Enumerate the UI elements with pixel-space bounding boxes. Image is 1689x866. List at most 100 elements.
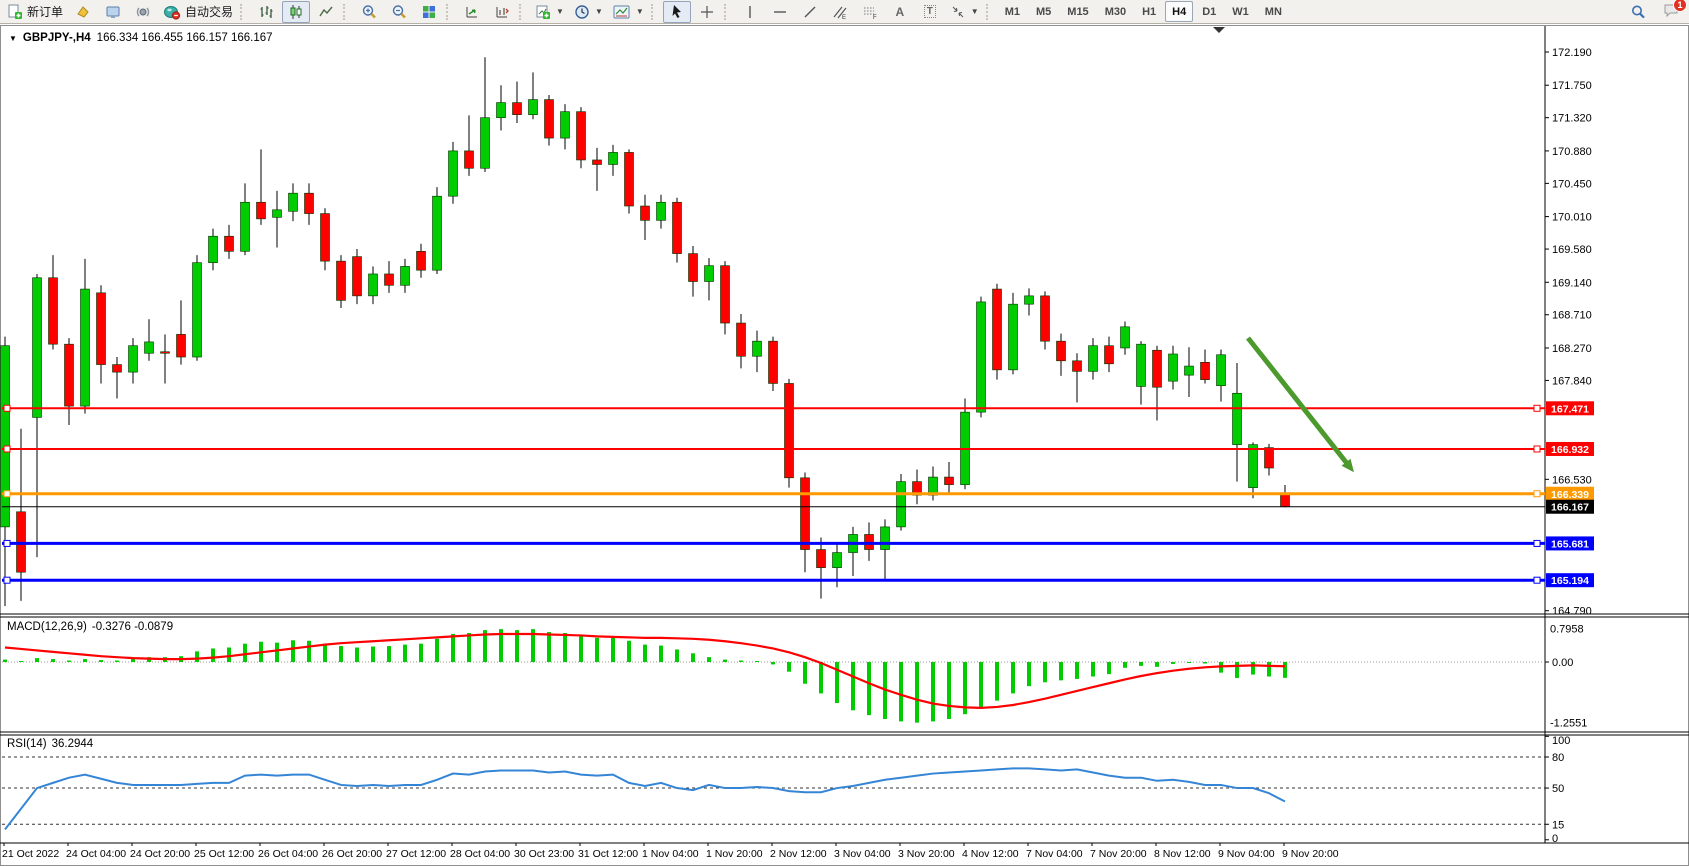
timeframe-button-H4[interactable]: H4: [1165, 1, 1194, 22]
line-handle[interactable]: [3, 490, 11, 498]
tile-windows-button[interactable]: [415, 1, 443, 23]
zoom-in-button[interactable]: [355, 1, 383, 23]
candle-body: [1216, 354, 1226, 387]
timeframe-button-M5[interactable]: M5: [1036, 5, 1052, 18]
macd-histogram-bar: [675, 649, 679, 662]
horizontal-line-tool-button[interactable]: [766, 1, 794, 23]
price-tick-label: 166.530: [1552, 474, 1592, 486]
candle-body: [304, 192, 314, 214]
fibonacci-tool-button[interactable]: F: [856, 1, 884, 23]
price-tick-label: 170.450: [1552, 178, 1592, 190]
toolbar-grip: [446, 3, 453, 20]
search-icon: [1630, 4, 1646, 20]
time-axis-label: 4 Nov 12:00: [962, 848, 1019, 860]
line-handle[interactable]: [1533, 576, 1541, 584]
svg-text:E: E: [842, 15, 846, 20]
crosshair-tool-button[interactable]: [693, 1, 721, 23]
candle-body: [1056, 340, 1066, 362]
price-tick-label: 168.270: [1552, 343, 1592, 355]
timeframe-button-M1[interactable]: M1: [1004, 5, 1020, 18]
vertical-line-tool-button[interactable]: [736, 1, 764, 23]
timeframe-button-D1[interactable]: D1: [1202, 5, 1217, 18]
arrows-tool-button[interactable]: ▼: [946, 1, 983, 23]
bar-chart-mode-button[interactable]: [252, 1, 280, 23]
macd-histogram-bar: [531, 629, 535, 662]
candle-body: [176, 334, 186, 358]
periods-button[interactable]: ▼: [570, 1, 607, 23]
macd-histogram-bar: [819, 662, 823, 694]
symbol-period-label: GBPJPY-,H4: [22, 32, 91, 44]
line-handle[interactable]: [1533, 490, 1541, 498]
timeframe-button-MN[interactable]: MN: [1264, 5, 1282, 18]
macd-histogram-bar: [339, 646, 343, 662]
price-badge-label: 166.167: [1551, 502, 1589, 514]
rsi-axis-label: 50: [1552, 783, 1564, 795]
cursor-icon: [670, 4, 684, 19]
line-handle[interactable]: [3, 445, 11, 453]
time-axis-label: 2 Nov 12:00: [770, 848, 827, 860]
time-axis-label: 7 Nov 20:00: [1090, 848, 1147, 860]
timeframe-button-H1[interactable]: H1: [1142, 5, 1157, 18]
time-axis-label: 31 Oct 12:00: [578, 848, 638, 860]
line-handle[interactable]: [1533, 404, 1541, 412]
search-button[interactable]: [1624, 1, 1652, 23]
candle-body: [736, 322, 746, 357]
candle-body: [1008, 303, 1018, 371]
charts-window-button[interactable]: [99, 1, 127, 23]
line-handle[interactable]: [3, 576, 11, 584]
candle-body: [32, 277, 42, 418]
candlestick-mode-button[interactable]: [282, 0, 311, 23]
macd-histogram-bar: [515, 630, 519, 662]
macd-histogram-bar: [915, 662, 919, 723]
autoscroll-button[interactable]: [458, 1, 486, 23]
macd-histogram-bar: [483, 630, 487, 662]
trendline-tool-button[interactable]: [796, 1, 824, 23]
macd-histogram-bar: [995, 662, 999, 701]
candle-body: [512, 102, 522, 115]
chart-shift-button[interactable]: [488, 1, 516, 23]
timeframe-button-M30[interactable]: M30: [1104, 5, 1127, 18]
macd-histogram-bar: [1283, 662, 1287, 678]
indicators-button[interactable]: ▼: [531, 1, 568, 23]
cursor-tool-button[interactable]: [662, 0, 691, 23]
macd-histogram-bar: [643, 644, 647, 662]
text-tool-icon: A: [895, 4, 905, 19]
macd-title: MACD(12,26,9): [7, 621, 87, 633]
time-axis-label: 3 Nov 04:00: [834, 848, 891, 860]
candle-body: [256, 201, 266, 220]
line-handle[interactable]: [3, 404, 11, 412]
zoom-out-button[interactable]: [385, 1, 413, 23]
timeframe-button-M15[interactable]: M15: [1067, 5, 1089, 18]
line-handle[interactable]: [1533, 539, 1541, 547]
rsi-axis-label: 100: [1552, 735, 1570, 747]
new-order-button[interactable]: 新订单: [3, 1, 67, 23]
trend-arrow[interactable]: [1246, 336, 1351, 468]
chart-collapse-icon[interactable]: ▼: [9, 33, 17, 43]
templates-button[interactable]: ▼: [609, 1, 648, 23]
label-tool-button[interactable]: T: [916, 1, 944, 23]
line-handle[interactable]: [3, 539, 11, 547]
candle-body: [496, 102, 506, 118]
candle-body: [1104, 345, 1114, 365]
auto-trading-icon: [163, 4, 181, 20]
line-handle[interactable]: [1533, 445, 1541, 453]
timeframe-button-W1[interactable]: W1: [1232, 5, 1249, 18]
notifications-button[interactable]: 1: [1663, 0, 1687, 21]
macd-histogram-bar: [403, 644, 407, 662]
macd-histogram-bar: [627, 640, 631, 662]
macd-pane-label: MACD(12,26,9) -0.3276 -0.0879: [7, 621, 173, 633]
profile-button[interactable]: [69, 1, 97, 23]
price-badge-label: 165.194: [1551, 575, 1589, 587]
candle-body: [784, 383, 794, 479]
candle-body: [400, 266, 410, 286]
market-watch-button[interactable]: [129, 1, 157, 23]
text-tool-button[interactable]: A: [886, 1, 914, 23]
equidistant-channel-tool-button[interactable]: E: [826, 1, 854, 23]
zoom-in-icon: [361, 4, 377, 20]
auto-trading-button[interactable]: 自动交易: [159, 1, 237, 23]
toolbar-grip: [650, 3, 658, 20]
line-chart-mode-button[interactable]: [312, 1, 340, 23]
macd-histogram-bar: [1235, 662, 1239, 678]
macd-histogram-bar: [1123, 662, 1127, 668]
